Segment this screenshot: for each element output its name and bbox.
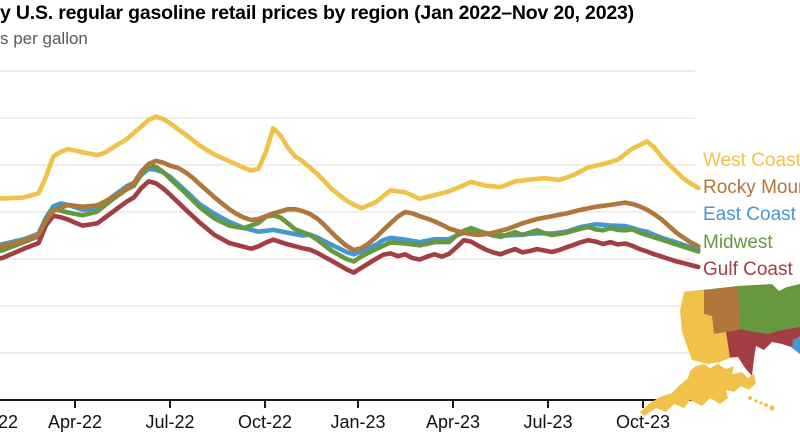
us-regions-map (640, 284, 800, 416)
map-region-west-coast (680, 290, 730, 364)
series-line-west-coast (0, 114, 701, 211)
map-hawaii-island (754, 399, 758, 403)
map-region-west-coast (640, 364, 756, 416)
map-hawaii-island (748, 396, 752, 400)
legend-item-east-coast: East Coast (703, 204, 796, 226)
map-region-gulf-coast (726, 327, 800, 376)
x-tick-label-Oct-23: Oct-23 (616, 412, 670, 432)
legend-item-gulf-coast: Gulf Coast (703, 258, 793, 280)
x-tick-label-Apr-22: Apr-22 (48, 412, 102, 432)
x-tick-label-Oct-22: Oct-22 (238, 412, 292, 432)
units-label: s per gallon (0, 29, 88, 48)
legend-item-rocky-mountain: Rocky Mountain (703, 177, 800, 199)
x-tick-label-22: 22 (0, 412, 18, 432)
map-region-east-coast (792, 336, 800, 354)
x-tick-label-Jul-22: Jul-22 (145, 412, 194, 432)
x-tick-label-Jul-23: Jul-23 (523, 412, 572, 432)
page-title: y U.S. regular gasoline retail prices by… (0, 2, 634, 24)
map-hawaii-island (764, 403, 768, 407)
chart-legend: West Coast Rocky Mountain East Coast Mid… (703, 150, 800, 286)
series-line-gulf-coast (0, 179, 701, 275)
legend-item-midwest: Midwest (703, 231, 773, 253)
x-tick-label-Jan-23: Jan-23 (330, 412, 385, 432)
map-region-rocky-mountain (704, 287, 740, 334)
map-hawaii-island (769, 405, 775, 411)
series-line-rocky-mountain (0, 158, 701, 253)
x-tick-label-Apr-23: Apr-23 (426, 412, 480, 432)
legend-item-west-coast: West Coast (703, 150, 800, 171)
map-hawaii-island (759, 401, 763, 405)
